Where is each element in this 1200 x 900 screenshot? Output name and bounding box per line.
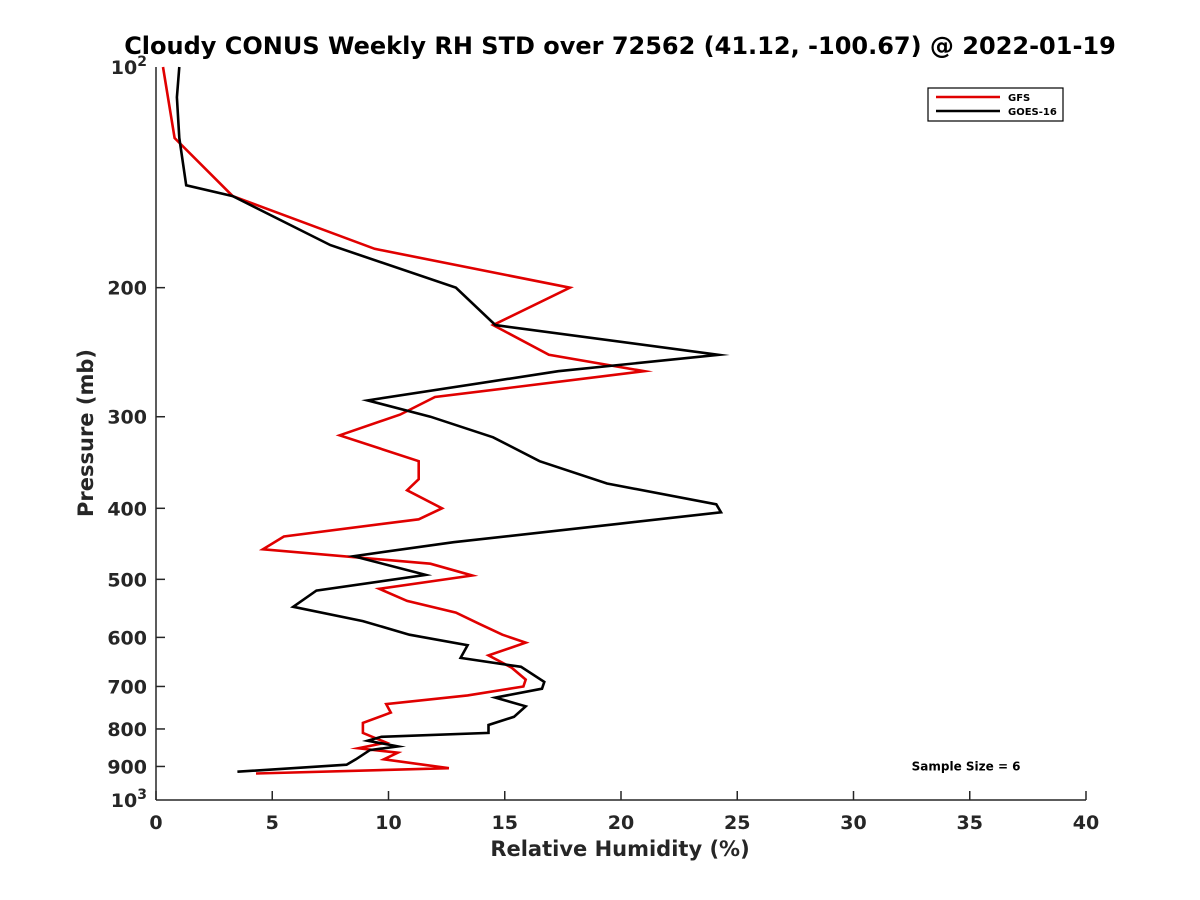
series-line-goes-16: [175, 66, 730, 773]
x-tick-label: 20: [608, 812, 634, 834]
y-tick-label: 500: [107, 569, 147, 591]
x-tick-label: 0: [149, 812, 162, 834]
y-tick-label: 900: [107, 756, 147, 778]
x-axis: 0 5 10 15 20 25 30 35 40: [149, 791, 1099, 834]
x-tick-label: 5: [266, 812, 279, 834]
x-tick-label: 15: [492, 812, 518, 834]
x-tick-label: 35: [957, 812, 983, 834]
y-tick-base: 10: [111, 57, 137, 79]
y-tick-label: 200: [107, 278, 147, 300]
y-tick-label: 300: [107, 407, 147, 429]
x-tick-label: 25: [724, 812, 750, 834]
y-bound-label: 102: [111, 54, 147, 79]
y-tick-label: 800: [107, 719, 147, 741]
legend: GFS GOES-16: [927, 87, 1064, 122]
y-tick-label: 700: [107, 676, 147, 698]
y-tick-exponent: 3: [137, 787, 147, 803]
y-axis-label: Pressure (mb): [74, 349, 98, 517]
series-layer: [161, 66, 730, 775]
y-tick-exponent: 2: [137, 54, 147, 70]
series-line-gfs: [161, 66, 654, 775]
chart-title: Cloudy CONUS Weekly RH STD over 72562 (4…: [124, 32, 1116, 60]
annotation-layer: Sample Size = 6: [912, 759, 1021, 773]
sample-size-annotation: Sample Size = 6: [912, 759, 1021, 773]
x-tick-label: 40: [1073, 812, 1099, 834]
y-tick-label: 400: [107, 498, 147, 520]
legend-label: GFS: [1008, 93, 1030, 104]
y-tick-label: 600: [107, 627, 147, 649]
y-bound-label: 103: [111, 787, 147, 812]
x-axis-label: Relative Humidity (%): [490, 837, 749, 861]
x-tick-label: 30: [840, 812, 866, 834]
legend-box: [927, 87, 1064, 122]
y-tick-base: 10: [111, 790, 137, 812]
x-tick-label: 10: [375, 812, 401, 834]
legend-label: GOES-16: [1008, 107, 1057, 118]
